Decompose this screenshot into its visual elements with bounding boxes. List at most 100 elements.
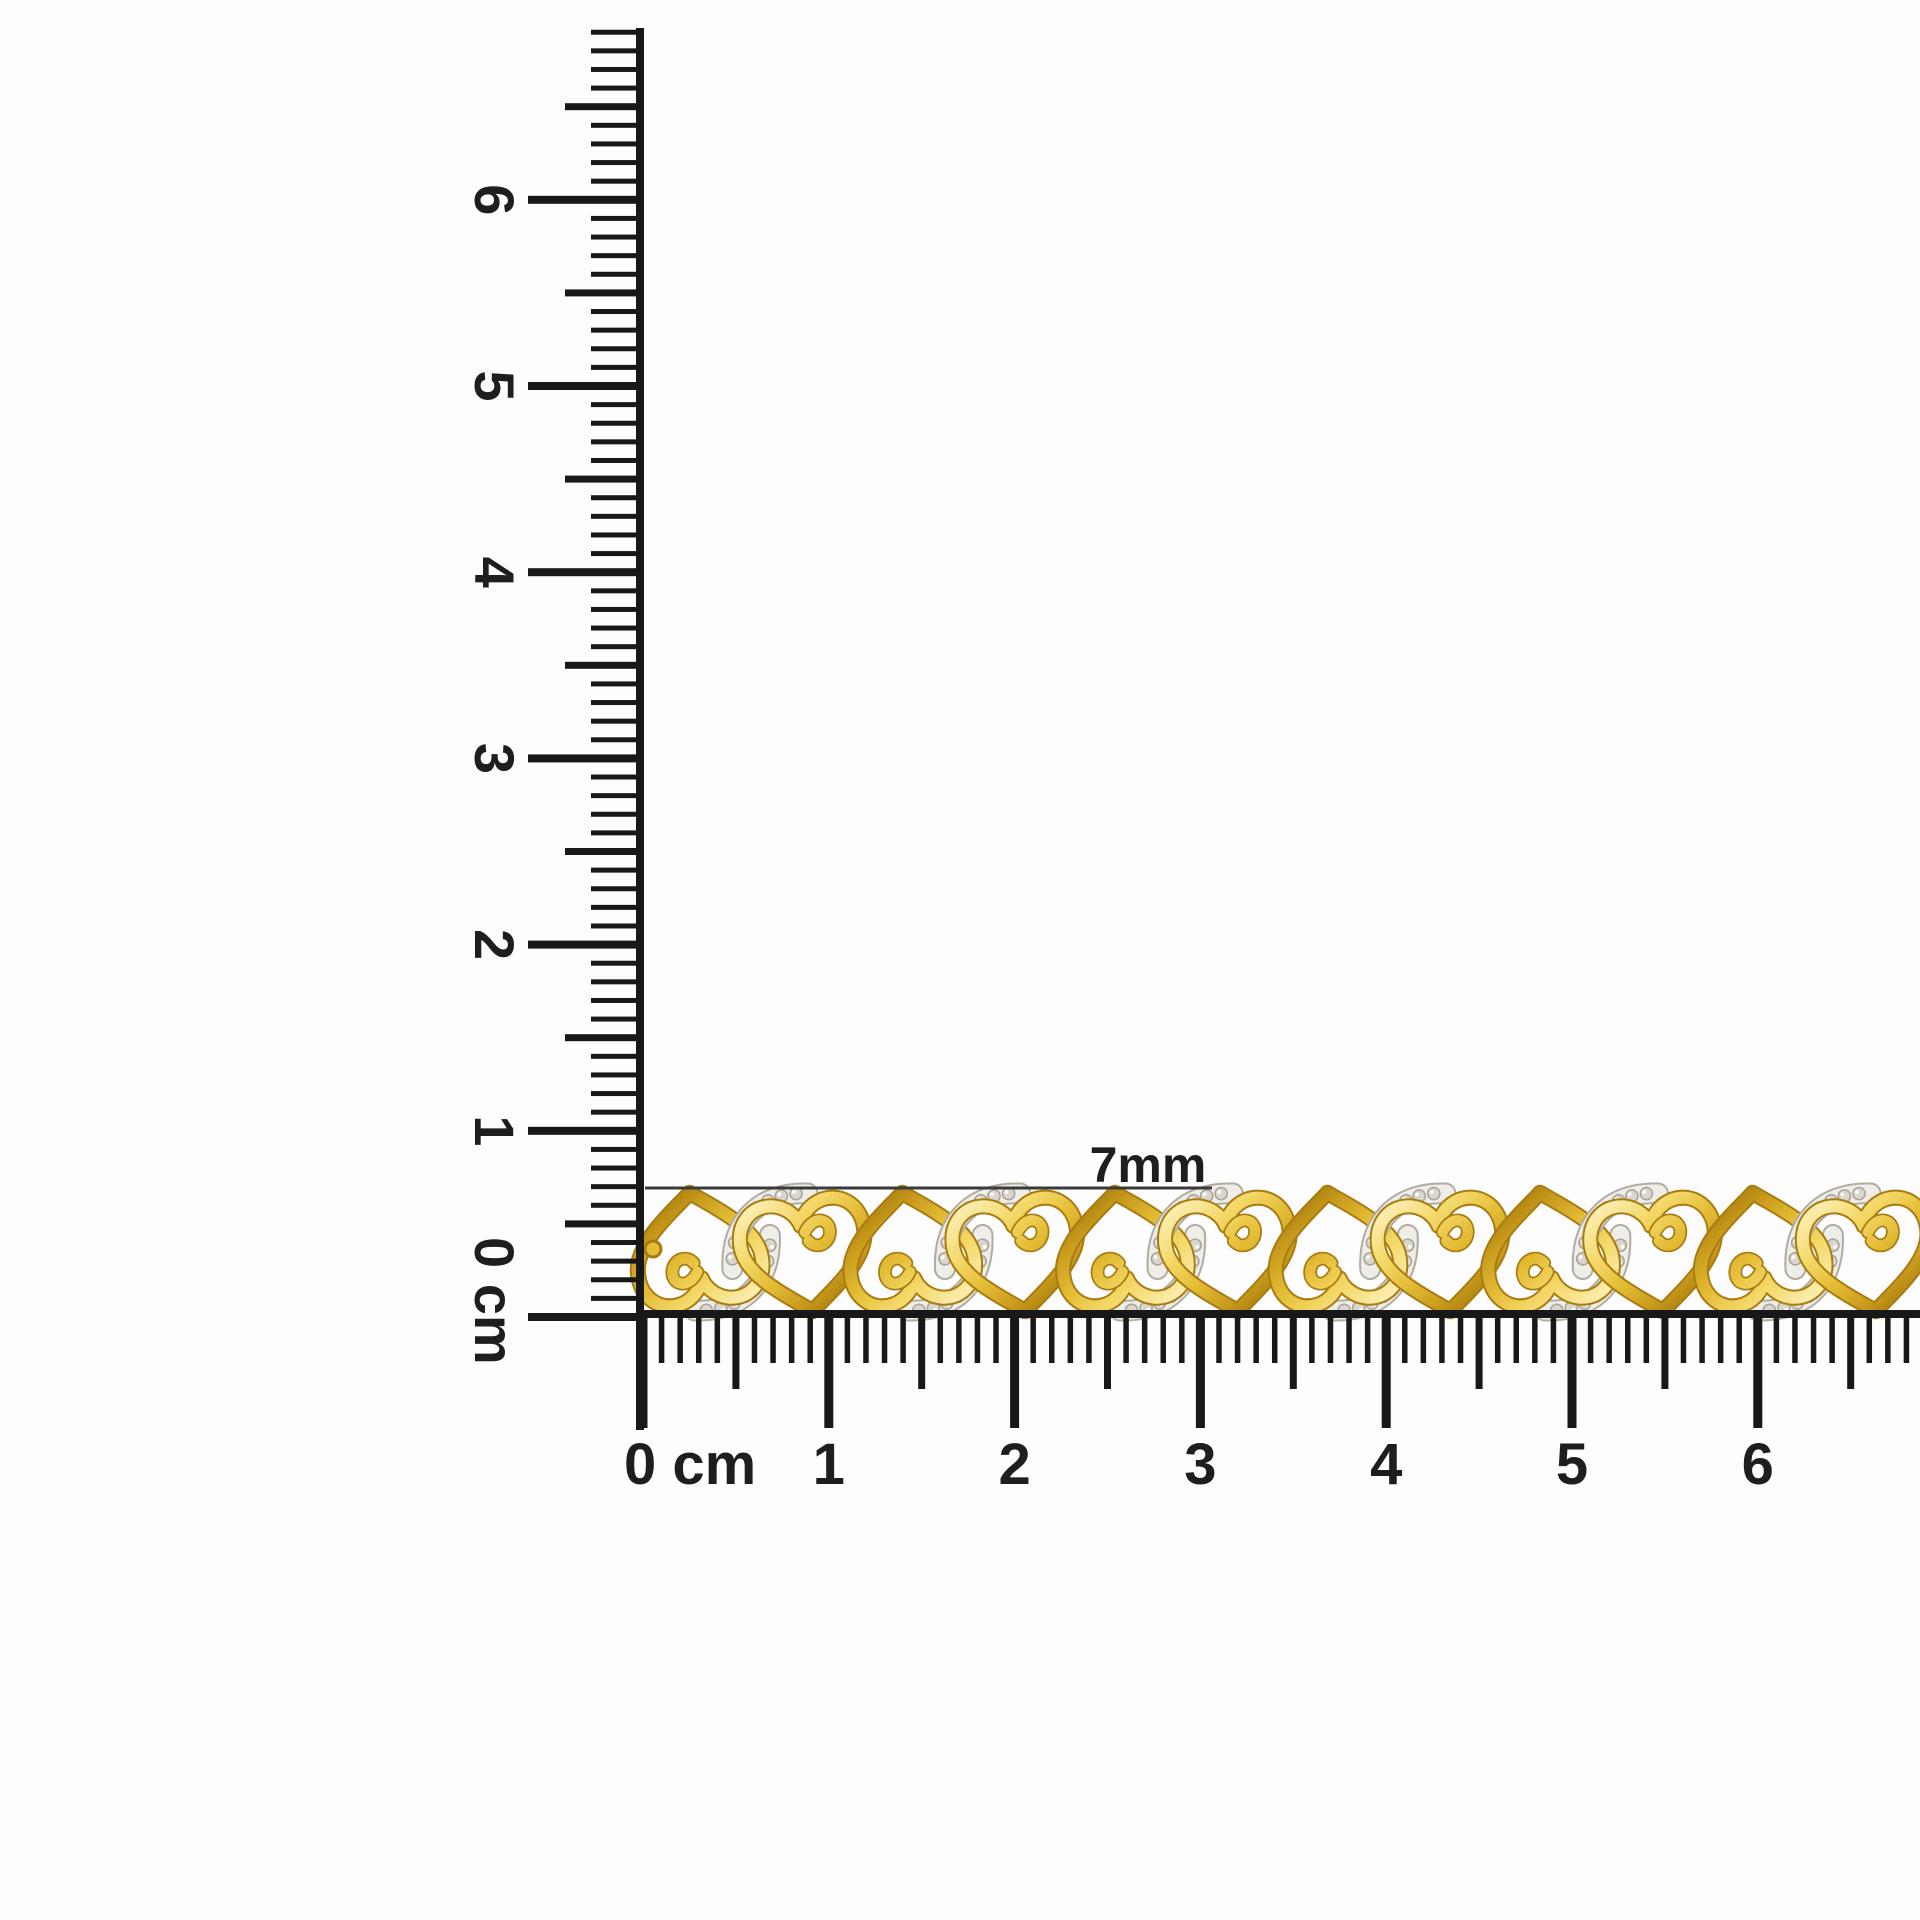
vertical-ruler-mm-tick (591, 681, 644, 687)
vertical-ruler-mm-tick (591, 811, 644, 817)
vertical-ruler-label-4: 4 (463, 557, 526, 588)
horizontal-ruler-mm-tick (1179, 1312, 1185, 1363)
bracelet-link (1146, 1182, 1298, 1320)
heart-curl (1437, 1215, 1473, 1251)
vertical-ruler-mm-tick (591, 1146, 644, 1152)
vertical-ruler-mm-tick (591, 1016, 644, 1022)
horizontal-ruler-label-6: 6 (1742, 1432, 1774, 1497)
vertical-ruler-mm-tick (591, 178, 644, 184)
horizontal-ruler-mm-tick (677, 1312, 683, 1363)
vertical-ruler-mm-tick (591, 160, 644, 166)
vertical-ruler-mm-tick (591, 625, 644, 631)
horizontal-ruler-mm-tick (732, 1312, 740, 1389)
vertical-ruler-mm-tick (591, 997, 644, 1003)
vertical-ruler-mm-tick (591, 588, 644, 594)
bracelet-link (1054, 1184, 1207, 1322)
bracelet-link (1267, 1184, 1419, 1322)
horizontal-ruler-mm-tick (956, 1312, 962, 1363)
horizontal-ruler-mm-tick (1253, 1312, 1259, 1363)
stone-sparkle (792, 1190, 796, 1194)
horizontal-ruler-mm-tick (1049, 1312, 1055, 1363)
horizontal-ruler-mm-tick (881, 1312, 888, 1363)
horizontal-ruler-mm-tick (1550, 1312, 1557, 1363)
vertical-ruler-mm-tick (591, 48, 644, 54)
stone-sparkle (982, 1245, 987, 1249)
horizontal-ruler-mm-tick (658, 1312, 665, 1363)
horizontal-ruler-mm-tick (695, 1312, 702, 1363)
stone-sparkle (1833, 1245, 1837, 1249)
vertical-ruler-mm-tick (565, 103, 644, 111)
horizontal-ruler-mm-tick (1717, 1312, 1724, 1363)
horizontal-ruler-cm-tick (1381, 1312, 1391, 1428)
vertical-ruler-mm-tick (591, 457, 644, 463)
horizontal-ruler-mm-tick (1532, 1312, 1538, 1363)
horizontal-ruler-mm-tick (1606, 1312, 1612, 1363)
stone-sparkle (1366, 1255, 1370, 1259)
horizontal-ruler-mm-tick (1364, 1312, 1371, 1363)
horizontal-ruler-mm-tick (1086, 1312, 1092, 1363)
horizontal-ruler-mm-tick (807, 1312, 813, 1363)
vertical-ruler-mm-tick (591, 234, 644, 240)
vertical-ruler-mm-tick (591, 886, 644, 892)
stone-sparkle (1642, 1190, 1647, 1194)
heart-curl (1092, 1253, 1128, 1289)
horizontal-ruler-mm-tick (1810, 1312, 1817, 1363)
horizontal-ruler-cm-tick (638, 1312, 648, 1428)
horizontal-ruler-mm-tick (1587, 1312, 1594, 1363)
stone-sparkle (1627, 1192, 1632, 1197)
horizontal-ruler-mm-tick (1513, 1312, 1520, 1363)
horizontal-ruler-cm-tick (1195, 1312, 1205, 1428)
vertical-ruler-mm-tick (591, 1109, 644, 1115)
horizontal-ruler-mm-tick (1420, 1312, 1427, 1363)
horizontal-ruler-cm-tick (824, 1312, 834, 1428)
horizontal-ruler-label-2: 2 (998, 1432, 1030, 1497)
vertical-ruler-mm-tick (591, 1072, 644, 1078)
vertical-ruler-mm-tick (591, 644, 644, 650)
pave-stone (1426, 1186, 1441, 1201)
vertical-ruler-mm-tick (591, 402, 644, 408)
vertical-ruler-mm-tick (565, 1220, 644, 1228)
horizontal-ruler-mm-tick (900, 1312, 906, 1363)
bracelet-link (1480, 1184, 1632, 1322)
heart-curl (1862, 1215, 1898, 1251)
pave-stone (1852, 1186, 1866, 1201)
measurement-label: 7mm (1090, 1137, 1207, 1193)
horizontal-ruler-mm-tick (1699, 1312, 1705, 1363)
vertical-ruler-mm-tick (591, 718, 644, 724)
horizontal-ruler-mm-tick (714, 1312, 721, 1363)
vertical-ruler-label-2: 2 (463, 929, 526, 960)
stone-sparkle (1855, 1190, 1859, 1194)
horizontal-ruler-mm-tick (844, 1312, 851, 1363)
vertical-ruler-mm-tick (591, 1295, 644, 1301)
vertical-ruler-mm-tick (591, 1202, 644, 1208)
horizontal-ruler-mm-tick (1457, 1312, 1464, 1363)
heart-curl (1730, 1253, 1766, 1289)
horizontal-ruler-mm-tick (1067, 1312, 1074, 1363)
bracelet (629, 1182, 1920, 1322)
vertical-ruler-label-1: 1 (463, 1115, 526, 1146)
horizontal-ruler-mm-tick (1829, 1312, 1835, 1363)
horizontal-ruler-mm-tick (1847, 1312, 1855, 1389)
vertical-ruler-mm-tick (591, 1091, 644, 1097)
vertical-ruler-label-3: 3 (463, 743, 526, 774)
vertical-ruler-mm-tick (591, 979, 644, 985)
vertical-ruler-mm-tick (591, 439, 644, 445)
horizontal-ruler-mm-tick (918, 1312, 926, 1389)
horizontal-ruler-mm-tick (1289, 1312, 1297, 1389)
vertical-ruler-mm-tick (591, 513, 644, 519)
vertical-ruler-mm-tick (565, 289, 644, 297)
vertical-ruler-mm-tick (591, 141, 644, 147)
stone-sparkle (1407, 1245, 1412, 1249)
vertical-ruler-cm-tick (528, 1126, 644, 1135)
heart-curl (1650, 1215, 1686, 1251)
pave-stone (1639, 1186, 1654, 1201)
horizontal-ruler-label-4: 4 (1370, 1432, 1402, 1497)
bracelet-link (1784, 1182, 1920, 1320)
horizontal-ruler-mm-tick (937, 1312, 944, 1363)
horizontal-ruler-mm-tick (1234, 1312, 1241, 1363)
vertical-ruler-mm-tick (591, 793, 644, 799)
horizontal-ruler-mm-tick (1309, 1312, 1315, 1363)
stone-sparkle (777, 1192, 782, 1197)
vertical-ruler-mm-tick (591, 1240, 644, 1246)
stone-sparkle (728, 1255, 733, 1259)
